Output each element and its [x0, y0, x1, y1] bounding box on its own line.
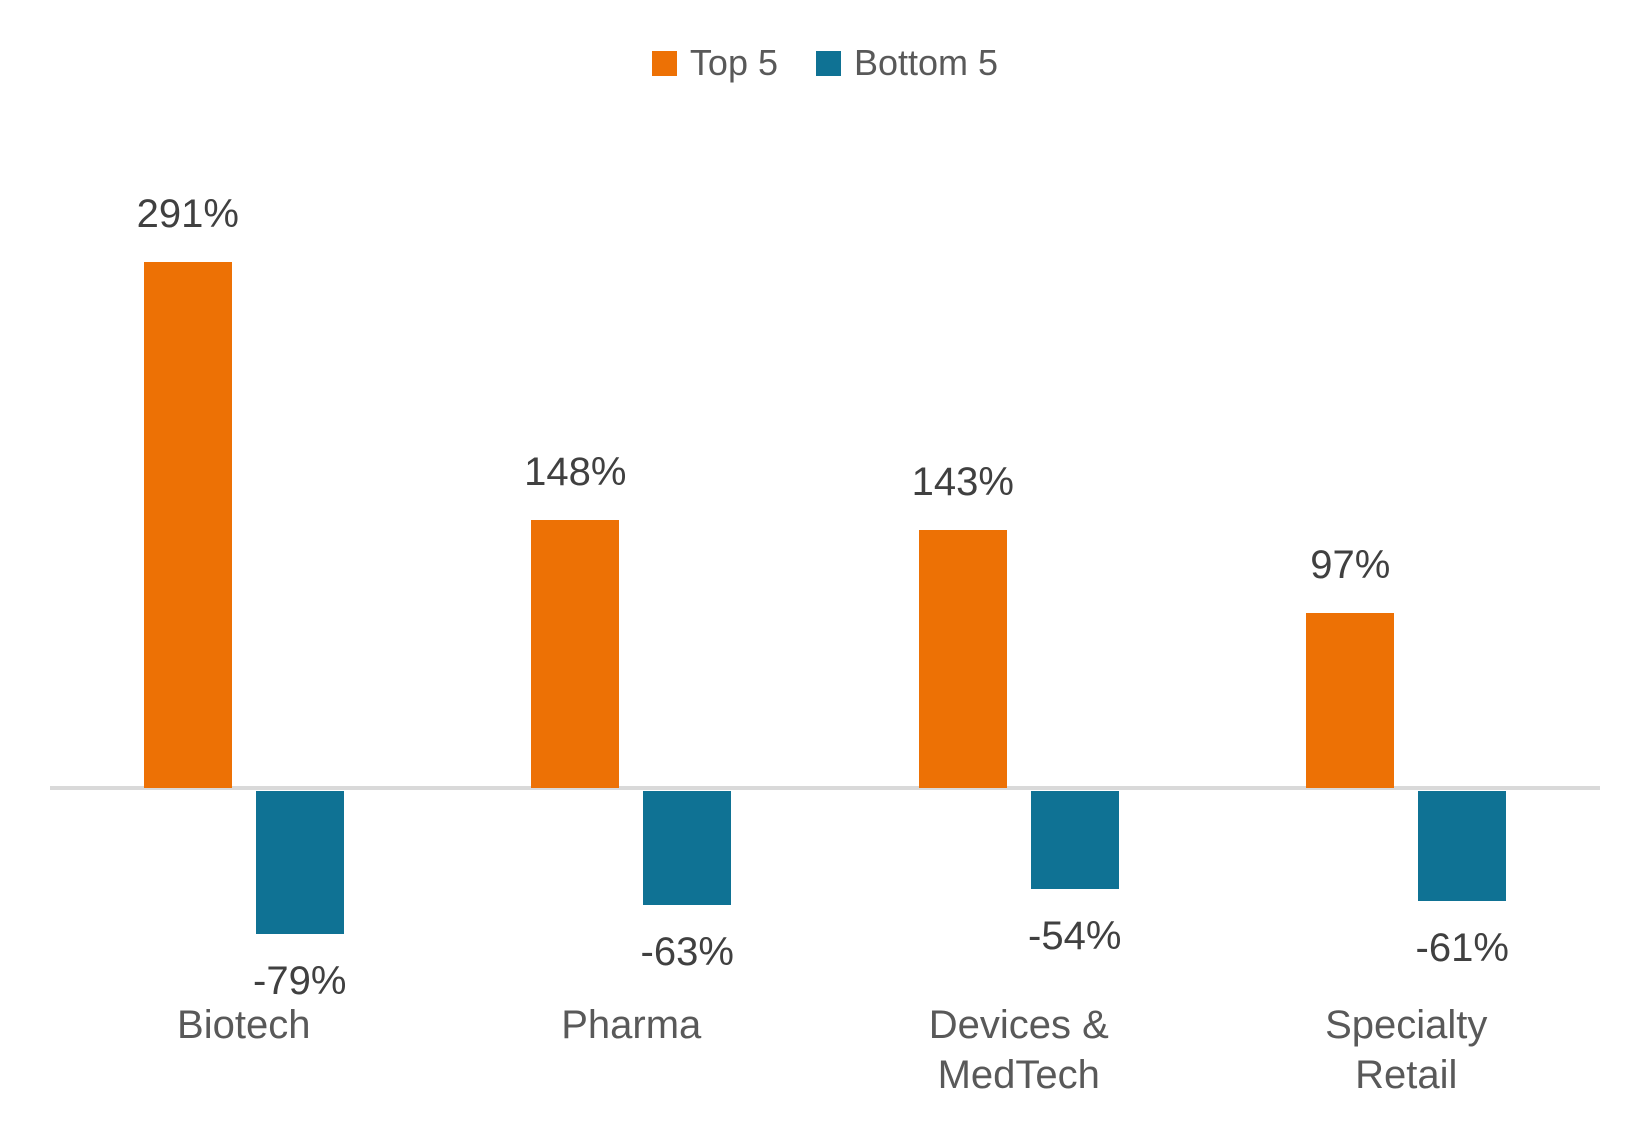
bar-top-5-specialty-retail: [1306, 612, 1395, 788]
legend: Top 5 Bottom 5: [0, 42, 1650, 84]
value-label-top-5-biotech: 291%: [136, 192, 239, 236]
category-label-devices-medtech: Devices & MedTech: [879, 1000, 1159, 1100]
category-label-line: Retail: [1355, 1053, 1458, 1097]
legend-label-top-5: Top 5: [689, 42, 778, 83]
category-label-line: Pharma: [561, 1003, 702, 1047]
legend-item-bottom-5: Bottom 5: [816, 42, 998, 84]
value-label-top-5-devices-medtech: 143%: [911, 459, 1014, 504]
value-label-bottom-5-biotech: -79%: [253, 958, 347, 1003]
legend-swatch-top-5-icon: [651, 50, 677, 76]
value-label-top-5-specialty-retail: 97%: [1310, 542, 1391, 587]
value-label-bottom-5-pharma: -63%: [640, 929, 734, 974]
bar-bottom-5-pharma: [643, 791, 732, 905]
bar-bottom-5-specialty-retail: [1418, 791, 1507, 902]
bar-bottom-5-biotech: [255, 791, 344, 934]
bar-top-5-pharma: [531, 520, 620, 788]
category-label-biotech: Biotech: [104, 1000, 384, 1050]
bar-top-5-biotech: [143, 262, 232, 788]
bar-bottom-5-devices-medtech: [1030, 791, 1119, 889]
category-label-line: MedTech: [937, 1053, 1100, 1097]
bar-top-5-devices-medtech: [918, 529, 1007, 788]
legend-label-bottom-5: Bottom 5: [854, 42, 999, 83]
x-axis-line: [50, 786, 1600, 790]
category-label-pharma: Pharma: [491, 1000, 771, 1050]
category-label-line: Devices &: [928, 1003, 1109, 1047]
value-label-top-5-pharma: 148%: [524, 450, 627, 495]
value-label-bottom-5-specialty-retail: -61%: [1415, 926, 1509, 971]
category-label-line: Biotech: [177, 1003, 311, 1047]
value-label-bottom-5-devices-medtech: -54%: [1028, 913, 1122, 958]
category-label-specialty-retail: Specialty Retail: [1266, 1000, 1546, 1100]
legend-swatch-bottom-5-icon: [816, 50, 841, 76]
legend-item-top-5: Top 5: [651, 42, 778, 84]
category-label-line: Specialty: [1325, 1003, 1488, 1047]
